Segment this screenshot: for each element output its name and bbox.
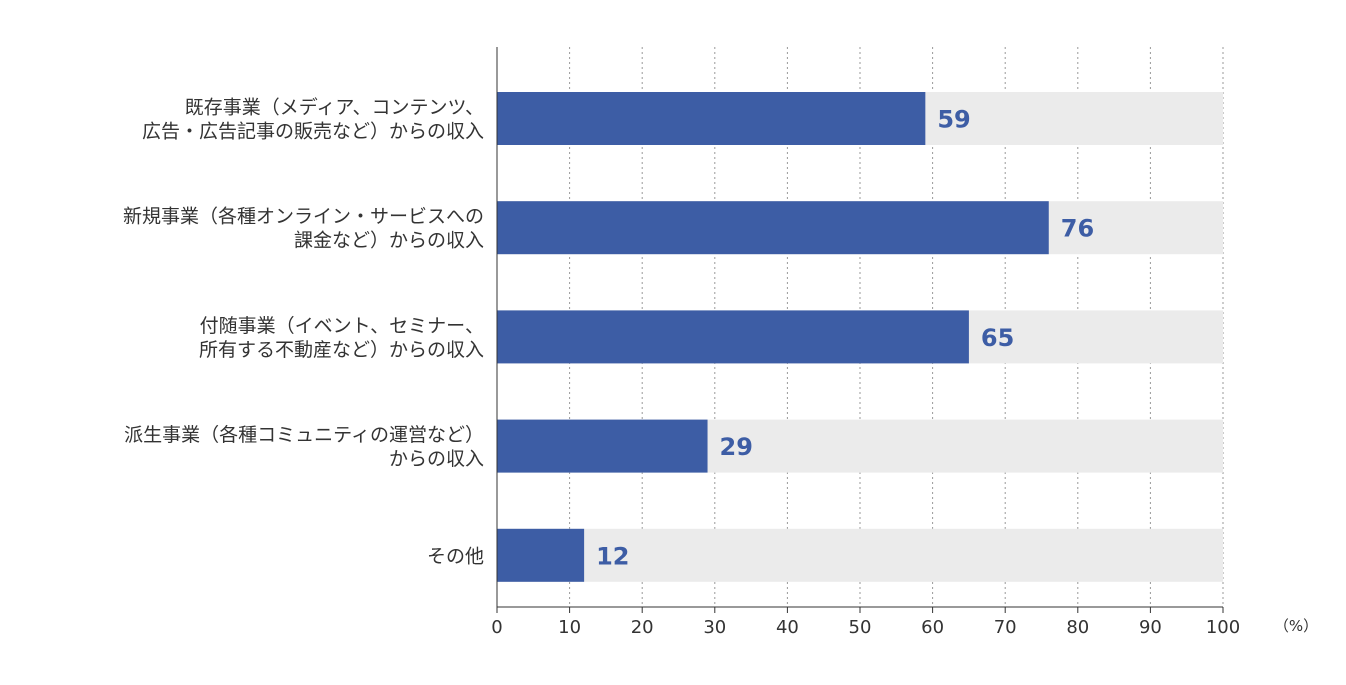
bar [497,528,585,582]
category-label: その他 [427,545,484,567]
x-tick-label: 60 [921,617,944,638]
x-unit-label: （%） [1274,617,1318,635]
x-tick-labels: 0 10 20 30 40 50 60 70 80 90 100 [491,617,1240,638]
x-tick-label: 10 [558,617,581,638]
category-labels: 既存事業（メディア、コンテンツ、広告・広告記事の販売など）からの収入新規事業（各… [123,97,484,568]
x-tick-label: 20 [631,617,654,638]
x-tick-label: 80 [1066,617,1089,638]
x-tick-label: 100 [1206,617,1240,638]
x-tick-label: 90 [1139,617,1162,638]
value-label: 29 [720,433,753,461]
bar-track [497,528,1223,582]
x-tick-label: 40 [776,617,799,638]
x-tick-label: 30 [703,617,726,638]
value-labels: 59 76 65 29 12 [596,106,1094,571]
value-label: 65 [981,324,1014,352]
category-label: 新規事業（各種オンライン・サービスへの課金など）からの収入 [123,206,484,252]
bar [497,310,969,364]
bar [497,92,926,145]
value-label: 12 [596,542,629,570]
x-tick-label: 70 [994,617,1017,638]
category-label: 付随事業（イベント、セミナー、所有する不動産など）からの収入 [199,315,484,361]
value-label: 59 [937,106,970,134]
x-tick-label: 0 [491,617,502,638]
bar [497,201,1049,255]
category-label: 既存事業（メディア、コンテンツ、広告・広告記事の販売など）からの収入 [142,97,484,143]
bars [497,92,1049,582]
category-label: 派生事業（各種コミュニティの運営など）からの収入 [124,424,484,470]
bar [497,419,708,473]
x-tick-label: 50 [849,617,872,638]
axes [496,47,1224,613]
value-label: 76 [1061,215,1094,243]
